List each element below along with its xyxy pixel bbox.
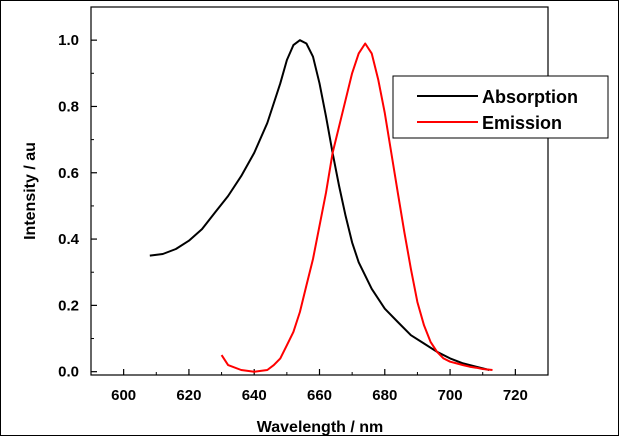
legend-box [392,75,609,139]
y-tick-label: 0.6 [58,165,79,182]
y-axis-ticks: 0.0 0.2 0.4 0.6 0.8 1.0 [58,32,97,381]
x-tick-label: 680 [372,387,397,404]
x-tick-label: 600 [111,387,136,404]
x-tick-label: 660 [307,387,332,404]
y-tick-label: 1.0 [58,32,79,49]
y-tick-label: 0.8 [58,98,79,115]
plot-area [90,6,549,376]
series-layer [149,39,493,373]
series-line-emission [220,42,493,373]
y-tick-label: 0.0 [58,364,79,381]
y-tick-label: 0.4 [58,231,80,248]
y-axis-title: Intensity / au [22,142,39,240]
legend-label-emission: Emission [482,113,562,133]
x-tick-label: 620 [176,387,201,404]
x-axis-ticks: 600 620 640 660 680 700 720 [111,369,528,404]
x-tick-label: 640 [242,387,267,404]
legend-label-absorption: Absorption [482,87,578,107]
x-axis-title: Wavelength / nm [257,419,384,436]
x-tick-label: 700 [438,387,463,404]
x-tick-label: 720 [503,387,528,404]
legend: Absorption Emission [392,75,609,139]
y-tick-label: 0.2 [58,297,79,314]
series-line-absorption [149,39,490,371]
